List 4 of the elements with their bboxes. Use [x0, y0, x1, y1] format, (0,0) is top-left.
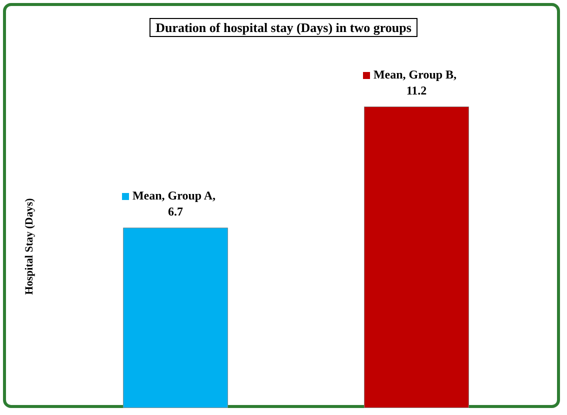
chart-title: Duration of hospital stay (Days) in two groups	[156, 20, 412, 35]
data-label: Mean, Group B, 11.2	[373, 68, 460, 98]
data-label: Mean, Group A, 6.7	[132, 188, 219, 219]
y-axis-title: Hospital Stay (Days)	[24, 198, 36, 295]
